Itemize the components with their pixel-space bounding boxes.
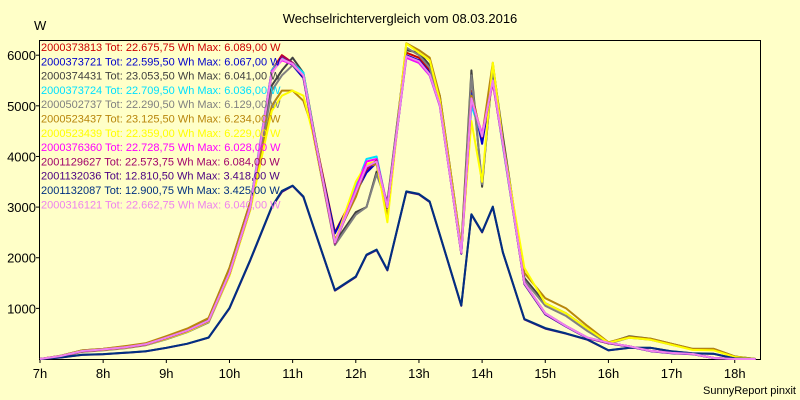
y-tick-label: 2000 bbox=[7, 251, 36, 266]
legend-entry-2001132036: 2001132036 Tot: 12.810,50 Wh Max: 3.418,… bbox=[41, 171, 280, 183]
legend-entry-2000502737: 2000502737 Tot: 22.290,50 Wh Max: 6.129,… bbox=[41, 99, 281, 111]
legend-entry-2000373813: 2000373813 Tot: 22.675,75 Wh Max: 6.089,… bbox=[41, 42, 281, 54]
y-axis: 1000 2000 3000 4000 5000 6000 bbox=[7, 48, 40, 316]
y-tick-label: 6000 bbox=[7, 48, 36, 63]
x-tick-label: 13h bbox=[408, 366, 430, 381]
y-tick-label: 5000 bbox=[7, 99, 36, 114]
legend-entry-2000316121: 2000316121 Tot: 22.662,75 Wh Max: 6.040,… bbox=[41, 199, 281, 211]
legend-entry-2000373721: 2000373721 Tot: 22.595,50 Wh Max: 6.067,… bbox=[41, 56, 281, 68]
series-line-2000316121 bbox=[39, 55, 756, 360]
y-tick-label: 4000 bbox=[7, 149, 36, 164]
y-axis-label: W bbox=[34, 18, 47, 33]
x-tick-label: 18h bbox=[724, 366, 746, 381]
y-tick-label: 1000 bbox=[7, 301, 36, 316]
legend-entry-2000523439: 2000523439 Tot: 22.359,00 Wh Max: 6.229,… bbox=[41, 128, 281, 140]
x-axis: 7h 8h 9h 10h 11h 12h 13h 14h 15h 16h 17h 18h bbox=[33, 359, 746, 381]
x-tick-label: 12h bbox=[345, 366, 367, 381]
legend-entry-2000373724: 2000373724 Tot: 22.709,50 Wh Max: 6.036,… bbox=[41, 85, 281, 97]
x-tick-label: 10h bbox=[219, 366, 241, 381]
x-tick-label: 14h bbox=[471, 366, 493, 381]
legend-entry-2001129627: 2001129627 Tot: 22.573,75 Wh Max: 6.084,… bbox=[41, 156, 280, 168]
x-tick-label: 7h bbox=[33, 366, 47, 381]
legend: 2000373813 Tot: 22.675,75 Wh Max: 6.089,… bbox=[41, 42, 281, 211]
footer-credit: SunnyReport pinxit bbox=[703, 385, 796, 397]
x-tick-label: 11h bbox=[282, 366, 303, 381]
series-line-2001132036 bbox=[39, 184, 756, 360]
x-tick-label: 9h bbox=[159, 366, 173, 381]
chart-title: Wechselrichtervergleich vom 08.03.2016 bbox=[283, 11, 518, 26]
x-tick-label: 8h bbox=[96, 366, 110, 381]
legend-entry-2000374431: 2000374431 Tot: 23.053,50 Wh Max: 6.041,… bbox=[41, 71, 281, 83]
legend-entry-2000523437: 2000523437 Tot: 23.125,50 Wh Max: 6.234,… bbox=[41, 114, 281, 126]
y-tick-label: 3000 bbox=[7, 200, 36, 215]
series-lines bbox=[39, 42, 756, 360]
x-tick-label: 16h bbox=[598, 366, 620, 381]
legend-entry-2000376360: 2000376360 Tot: 22.728,75 Wh Max: 6.028,… bbox=[41, 142, 281, 154]
plot-area-frame bbox=[39, 40, 761, 360]
x-tick-label: 15h bbox=[534, 366, 556, 381]
legend-entry-2001132087: 2001132087 Tot: 12.900,75 Wh Max: 3.425,… bbox=[41, 185, 280, 197]
series-line-2001132087 bbox=[39, 184, 756, 360]
x-tick-label: 17h bbox=[661, 366, 683, 381]
